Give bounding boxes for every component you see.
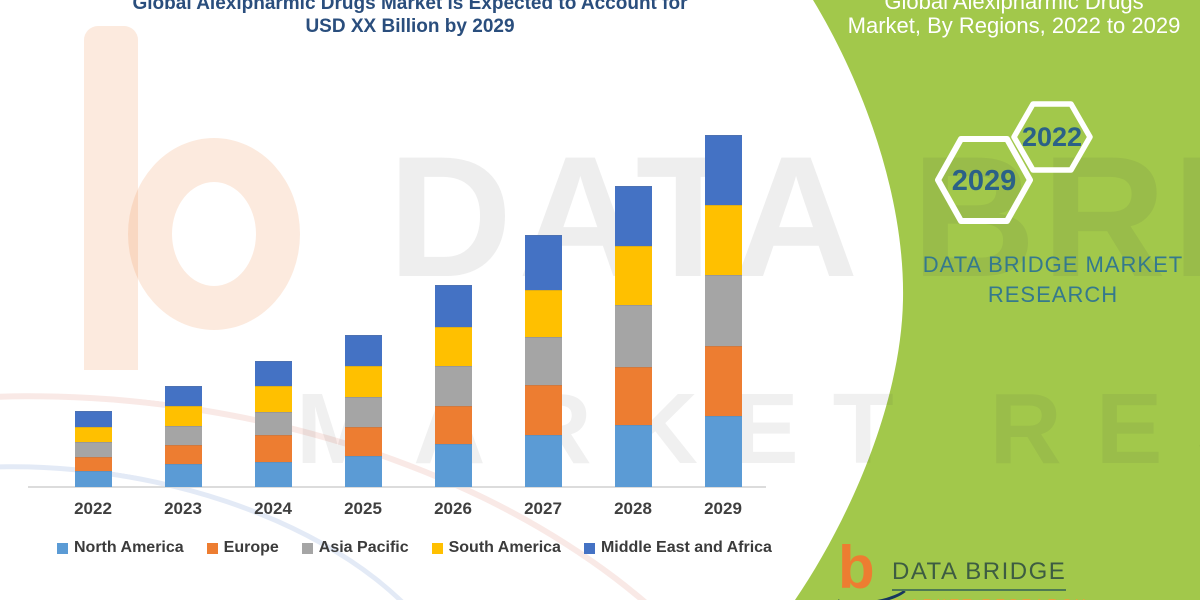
watermark-b-logo-stem xyxy=(84,26,138,370)
side-panel-heading-line1: Global Alexipharmic Drugs xyxy=(884,0,1144,14)
bar-segment xyxy=(434,444,472,487)
hexagon-badges: 2022 2029 xyxy=(935,101,1093,224)
bar-segment xyxy=(254,435,292,462)
bar-segment xyxy=(524,385,562,435)
bar-segment xyxy=(524,337,562,385)
stacked-bar-2029 xyxy=(704,135,742,487)
bar-segment xyxy=(164,406,202,426)
x-axis-label: 2026 xyxy=(434,499,472,518)
bar-segment xyxy=(344,366,382,397)
bar-segment xyxy=(704,416,742,487)
brand-text-line1: DATA BRIDGE MARKET xyxy=(922,252,1184,277)
footer-logo-brand: DATA BRIDGE xyxy=(892,558,1067,591)
bar-segment xyxy=(254,412,292,435)
plot-area: 2022 2023 2024 2025 2026 2027 2028 2029 xyxy=(28,135,766,518)
legend-swatch xyxy=(431,542,443,554)
bar-segment xyxy=(74,442,112,457)
bar-segment xyxy=(74,427,112,442)
x-axis-label: 2023 xyxy=(164,499,202,518)
bar-segment xyxy=(614,246,652,305)
stacked-bar-2028 xyxy=(614,186,652,487)
legend-item: Asia Pacific xyxy=(301,539,409,557)
bar-segment xyxy=(434,285,472,327)
stacked-bar-2025 xyxy=(344,335,382,487)
legend-item: South America xyxy=(431,539,561,557)
bar-segment xyxy=(434,366,472,406)
hexagon-2022 xyxy=(1011,101,1093,173)
x-axis-label: 2025 xyxy=(344,499,382,518)
legend-swatch xyxy=(206,542,218,554)
footer-logo-sub: MARKET RESEARCH xyxy=(894,596,1089,600)
x-axis-label: 2028 xyxy=(614,499,652,518)
side-panel-heading: Global Alexipharmic Drugs Market, By Reg… xyxy=(828,0,1200,38)
bar-segment xyxy=(614,367,652,425)
hexagon-2022-label: 2022 xyxy=(1022,122,1082,152)
stacked-bar-2024 xyxy=(254,361,292,487)
legend-swatch xyxy=(301,542,313,554)
bar-segment xyxy=(704,275,742,346)
bar-segment xyxy=(164,386,202,406)
chart-title: Global Alexipharmic Drugs Market is Expe… xyxy=(0,0,820,38)
bar-segment xyxy=(164,464,202,487)
brand-text: DATA BRIDGE MARKET RESEARCH xyxy=(898,250,1200,310)
bar-segment xyxy=(704,346,742,416)
bar-segment xyxy=(344,427,382,456)
green-panel-shape xyxy=(795,0,1200,600)
bar-segment xyxy=(344,397,382,427)
bar-segment xyxy=(164,445,202,464)
stacked-bar-2023 xyxy=(164,386,202,487)
bar-segment xyxy=(614,186,652,246)
chart-title-line2: USD XX Billion by 2029 xyxy=(305,16,515,37)
bar-segment xyxy=(524,435,562,487)
hexagon-2029-label: 2029 xyxy=(952,165,1017,197)
bar-segment xyxy=(434,406,472,444)
bar-segment xyxy=(524,235,562,290)
bar-segment xyxy=(344,456,382,487)
legend-item: North America xyxy=(57,539,184,557)
side-panel-heading-line2: Market, By Regions, 2022 to 2029 xyxy=(847,13,1181,38)
legend-swatch xyxy=(583,542,595,554)
x-axis-label: 2024 xyxy=(254,499,292,518)
stacked-bar-2027 xyxy=(524,235,562,487)
legend-label: South America xyxy=(448,539,561,556)
x-axis-label: 2029 xyxy=(704,499,742,518)
x-axis-label: 2027 xyxy=(524,499,562,518)
legend-swatch xyxy=(57,542,68,554)
bar-segment xyxy=(254,386,292,412)
bar-segment xyxy=(524,290,562,337)
legend: North America Europe Asia Pacific South Ame… xyxy=(57,539,772,557)
bar-segment xyxy=(74,457,112,471)
bar-segment xyxy=(254,462,292,487)
x-axis-label: 2022 xyxy=(74,499,112,518)
legend-item: Middle East and Africa xyxy=(583,539,772,557)
x-axis-line xyxy=(28,486,766,488)
bar-segment xyxy=(614,425,652,487)
legend-label: Middle East and Africa xyxy=(600,539,772,556)
bar-segment xyxy=(164,426,202,445)
footer-logo: b DATA BRIDGE MARKET RESEARCH xyxy=(820,534,1200,600)
bar-segment xyxy=(704,205,742,275)
bar-segment xyxy=(614,305,652,367)
stacked-bar-2022 xyxy=(74,411,112,487)
bar-segment xyxy=(74,471,112,487)
legend-label: Asia Pacific xyxy=(318,539,409,556)
chart-title-line1: Global Alexipharmic Drugs Market is Expe… xyxy=(132,0,688,14)
bar-segment xyxy=(254,361,292,386)
legend-item: Europe xyxy=(206,539,279,557)
legend-label: Europe xyxy=(223,539,279,556)
bar-segment xyxy=(74,411,112,427)
bar-segment xyxy=(344,335,382,366)
bar-segment xyxy=(434,327,472,366)
brand-text-line2: RESEARCH xyxy=(987,282,1119,307)
stacked-bar-2026 xyxy=(434,285,472,487)
legend-label: North America xyxy=(74,539,184,556)
bar-segment xyxy=(704,135,742,205)
hexagon-2029 xyxy=(935,136,1033,224)
footer-logo-b-icon: b xyxy=(838,534,875,600)
